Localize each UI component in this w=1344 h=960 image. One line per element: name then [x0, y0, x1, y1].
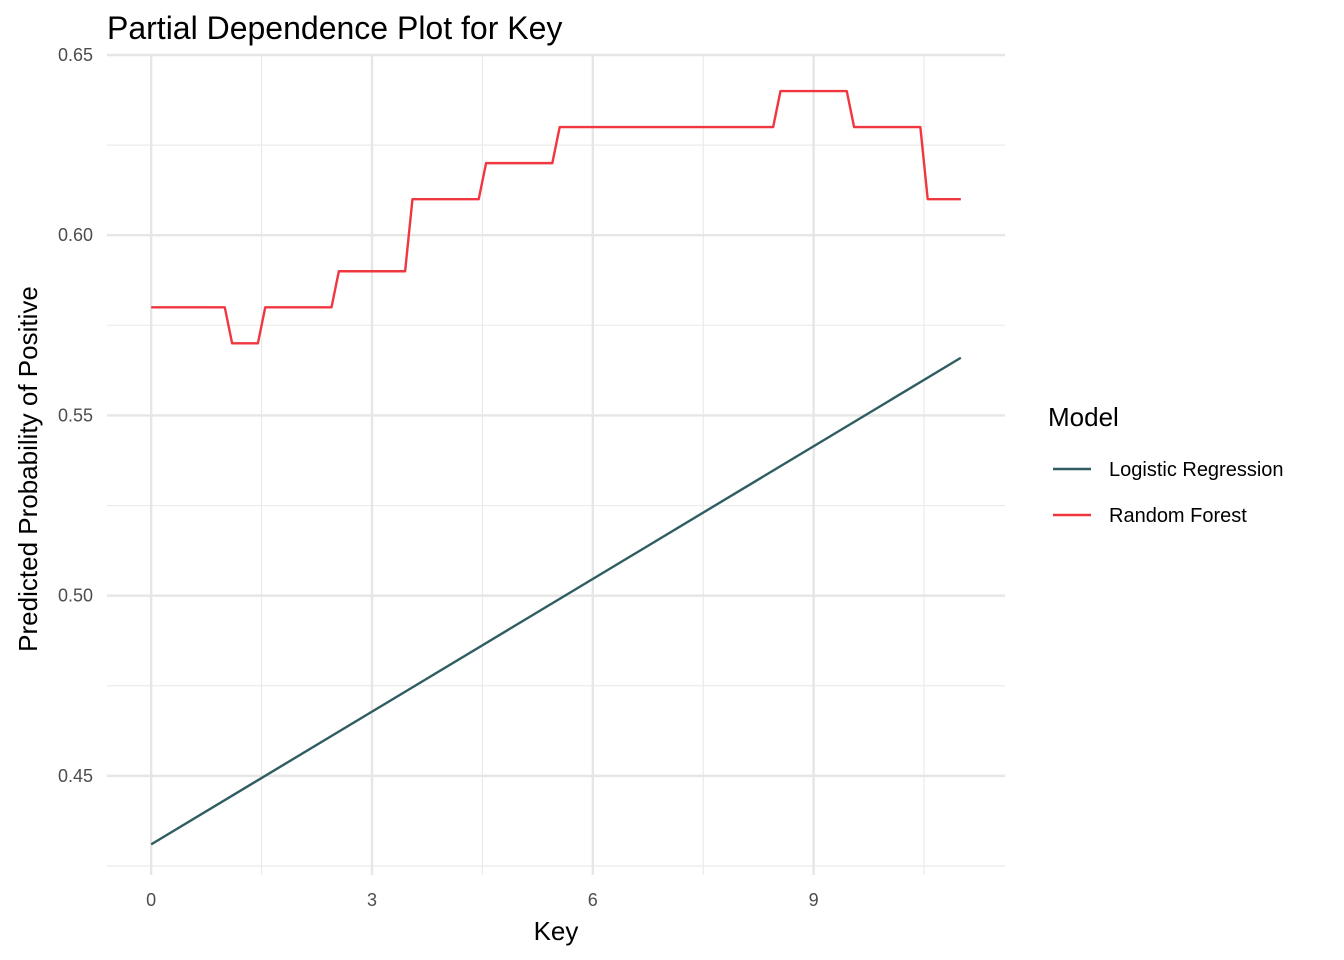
- series-line-logistic-regression: [150, 356, 962, 846]
- x-tick-label: 6: [588, 890, 598, 910]
- x-tick-label: 9: [809, 890, 819, 910]
- legend-label: Random Forest: [1109, 505, 1247, 527]
- y-tick-label: 0.50: [58, 586, 93, 606]
- x-tick-label: 3: [367, 890, 377, 910]
- grid-minor: [107, 55, 1005, 875]
- legend-label: Logistic Regression: [1109, 459, 1284, 481]
- y-tick-label: 0.60: [58, 225, 93, 245]
- y-tick-label: 0.45: [58, 766, 93, 786]
- series-line-random-forest: [151, 89, 961, 345]
- legend-title: Model: [1048, 402, 1119, 432]
- x-axis-label: Key: [534, 916, 579, 946]
- legend: Model Logistic Regression Random Forest: [1048, 402, 1284, 527]
- grid-major: [107, 53, 1005, 875]
- y-axis-label: Predicted Probability of Positive: [13, 286, 43, 652]
- y-axis-ticks: 0.45 0.50 0.55 0.60 0.65: [58, 45, 93, 786]
- x-axis-ticks: 0 3 6 9: [146, 890, 818, 910]
- y-tick-label: 0.55: [58, 405, 93, 425]
- chart-title: Partial Dependence Plot for Key: [107, 10, 562, 46]
- y-tick-label: 0.65: [58, 45, 93, 65]
- series-layer: [150, 89, 962, 846]
- x-tick-label: 0: [146, 890, 156, 910]
